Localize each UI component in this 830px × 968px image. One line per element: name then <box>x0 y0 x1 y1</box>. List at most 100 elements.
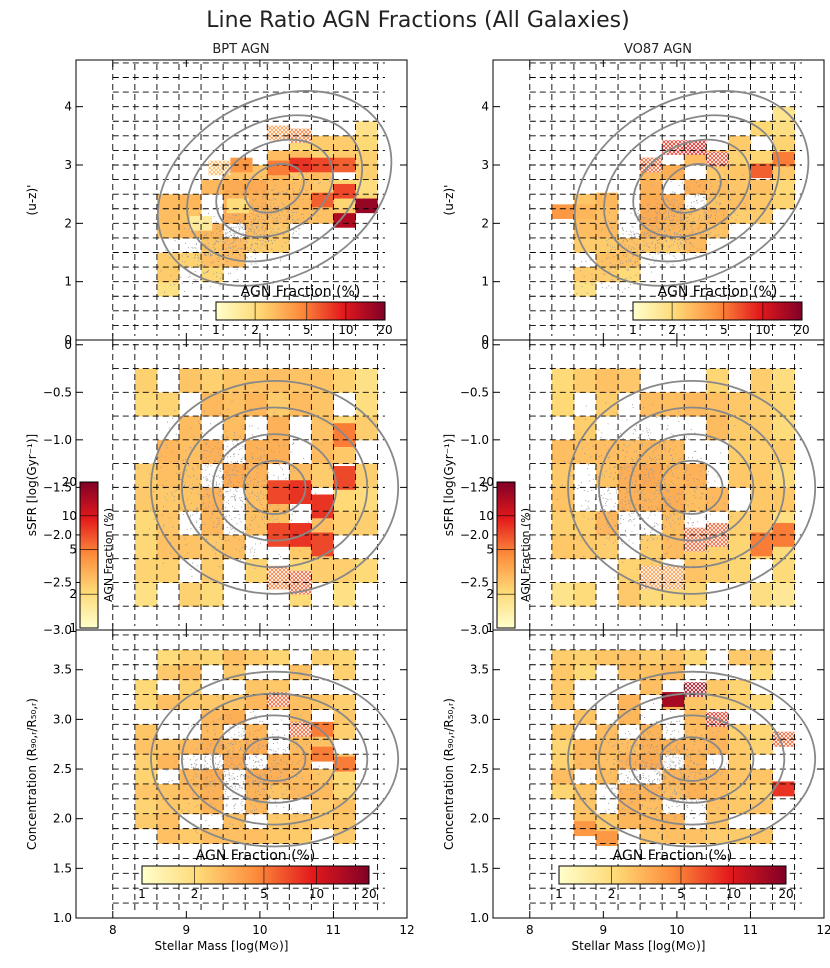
galaxy-point <box>235 461 237 463</box>
galaxy-point <box>237 778 239 780</box>
density-contours <box>156 89 393 287</box>
galaxy-point <box>601 260 603 262</box>
galaxy-point <box>719 202 721 204</box>
galaxy-point <box>645 480 647 482</box>
galaxy-point <box>622 233 624 235</box>
galaxy-point <box>231 474 233 476</box>
galaxy-point <box>213 215 215 217</box>
galaxy-point <box>577 441 579 443</box>
background-cell <box>134 798 158 815</box>
background-cell <box>223 392 246 417</box>
galaxy-point <box>687 765 689 767</box>
galaxy-point <box>239 227 241 229</box>
galaxy-point <box>258 729 260 731</box>
galaxy-point <box>668 807 670 809</box>
galaxy-point <box>579 460 581 462</box>
galaxy-point <box>656 523 658 525</box>
galaxy-point <box>609 476 611 478</box>
galaxy-point <box>674 514 676 516</box>
galaxy-point <box>305 744 307 746</box>
background-cell <box>684 769 707 785</box>
galaxy-point <box>204 769 206 771</box>
agn-fraction-cell <box>573 204 596 219</box>
galaxy-point <box>261 465 263 467</box>
colorbar-tick-label: 10 <box>62 509 77 523</box>
galaxy-point <box>264 214 266 216</box>
galaxy-point <box>598 429 600 431</box>
galaxy-point <box>688 791 690 793</box>
galaxy-point <box>745 206 747 208</box>
galaxy-point <box>248 537 250 539</box>
galaxy-point <box>706 199 708 201</box>
galaxy-point <box>229 474 231 476</box>
galaxy-point <box>171 417 174 419</box>
galaxy-point <box>607 499 609 501</box>
galaxy-point <box>232 214 234 216</box>
agn-fraction-cell <box>311 721 334 737</box>
galaxy-point <box>255 543 257 545</box>
dashed-grid <box>112 344 385 626</box>
galaxy-point <box>268 796 270 798</box>
galaxy-point <box>622 229 625 231</box>
galaxy-point <box>275 758 277 760</box>
background-cell <box>618 739 641 755</box>
galaxy-point <box>275 199 277 201</box>
galaxy-point <box>210 743 212 745</box>
background-cell <box>728 150 751 166</box>
galaxy-point <box>239 784 241 786</box>
galaxy-point <box>658 489 660 491</box>
galaxy-point <box>299 812 301 814</box>
galaxy-point <box>232 528 234 530</box>
background-cell <box>750 828 774 845</box>
galaxy-point <box>670 765 672 767</box>
galaxy-point <box>708 471 710 473</box>
galaxy-point <box>682 204 684 206</box>
galaxy-point <box>735 219 737 221</box>
galaxy-point <box>247 468 249 470</box>
galaxy-point <box>177 485 179 487</box>
galaxy-point <box>678 493 680 495</box>
galaxy-point <box>287 240 289 242</box>
y-axis-label: sSFR [log(Gyr⁻¹)] <box>442 434 456 536</box>
galaxy-point <box>712 737 714 739</box>
galaxy-point <box>248 227 250 229</box>
background-cell <box>728 208 751 224</box>
galaxy-point <box>238 763 240 765</box>
galaxy-point <box>657 447 659 449</box>
galaxy-point <box>256 755 258 757</box>
galaxy-point <box>236 490 238 492</box>
galaxy-point <box>281 797 283 799</box>
galaxy-point <box>615 779 617 781</box>
galaxy-point <box>674 453 676 455</box>
galaxy-point <box>233 456 235 458</box>
galaxy-point <box>269 233 271 235</box>
galaxy-point <box>284 192 286 194</box>
galaxy-point <box>668 502 670 504</box>
galaxy-point <box>628 514 630 516</box>
galaxy-point <box>274 240 276 242</box>
galaxy-point <box>655 784 657 786</box>
galaxy-point <box>600 528 602 530</box>
galaxy-point <box>219 468 221 470</box>
galaxy-point <box>219 412 221 415</box>
galaxy-point <box>637 579 639 582</box>
contour-line <box>186 114 364 263</box>
background-cell <box>333 828 357 845</box>
galaxy-point <box>678 420 680 422</box>
galaxy-point <box>627 466 629 468</box>
galaxy-point <box>270 775 272 777</box>
galaxy-point <box>277 478 279 480</box>
galaxy-point <box>242 474 244 476</box>
galaxy-point <box>247 776 249 778</box>
galaxy-point <box>695 790 697 792</box>
galaxy-point <box>708 188 710 190</box>
background-cell <box>311 179 334 195</box>
background-cell <box>311 649 334 666</box>
galaxy-point <box>247 257 249 259</box>
galaxy-point <box>671 225 673 227</box>
density-contours <box>150 670 400 848</box>
galaxy-point <box>262 195 264 197</box>
galaxy-point <box>655 220 657 223</box>
galaxy-point <box>631 802 633 804</box>
galaxy-point <box>281 210 283 212</box>
